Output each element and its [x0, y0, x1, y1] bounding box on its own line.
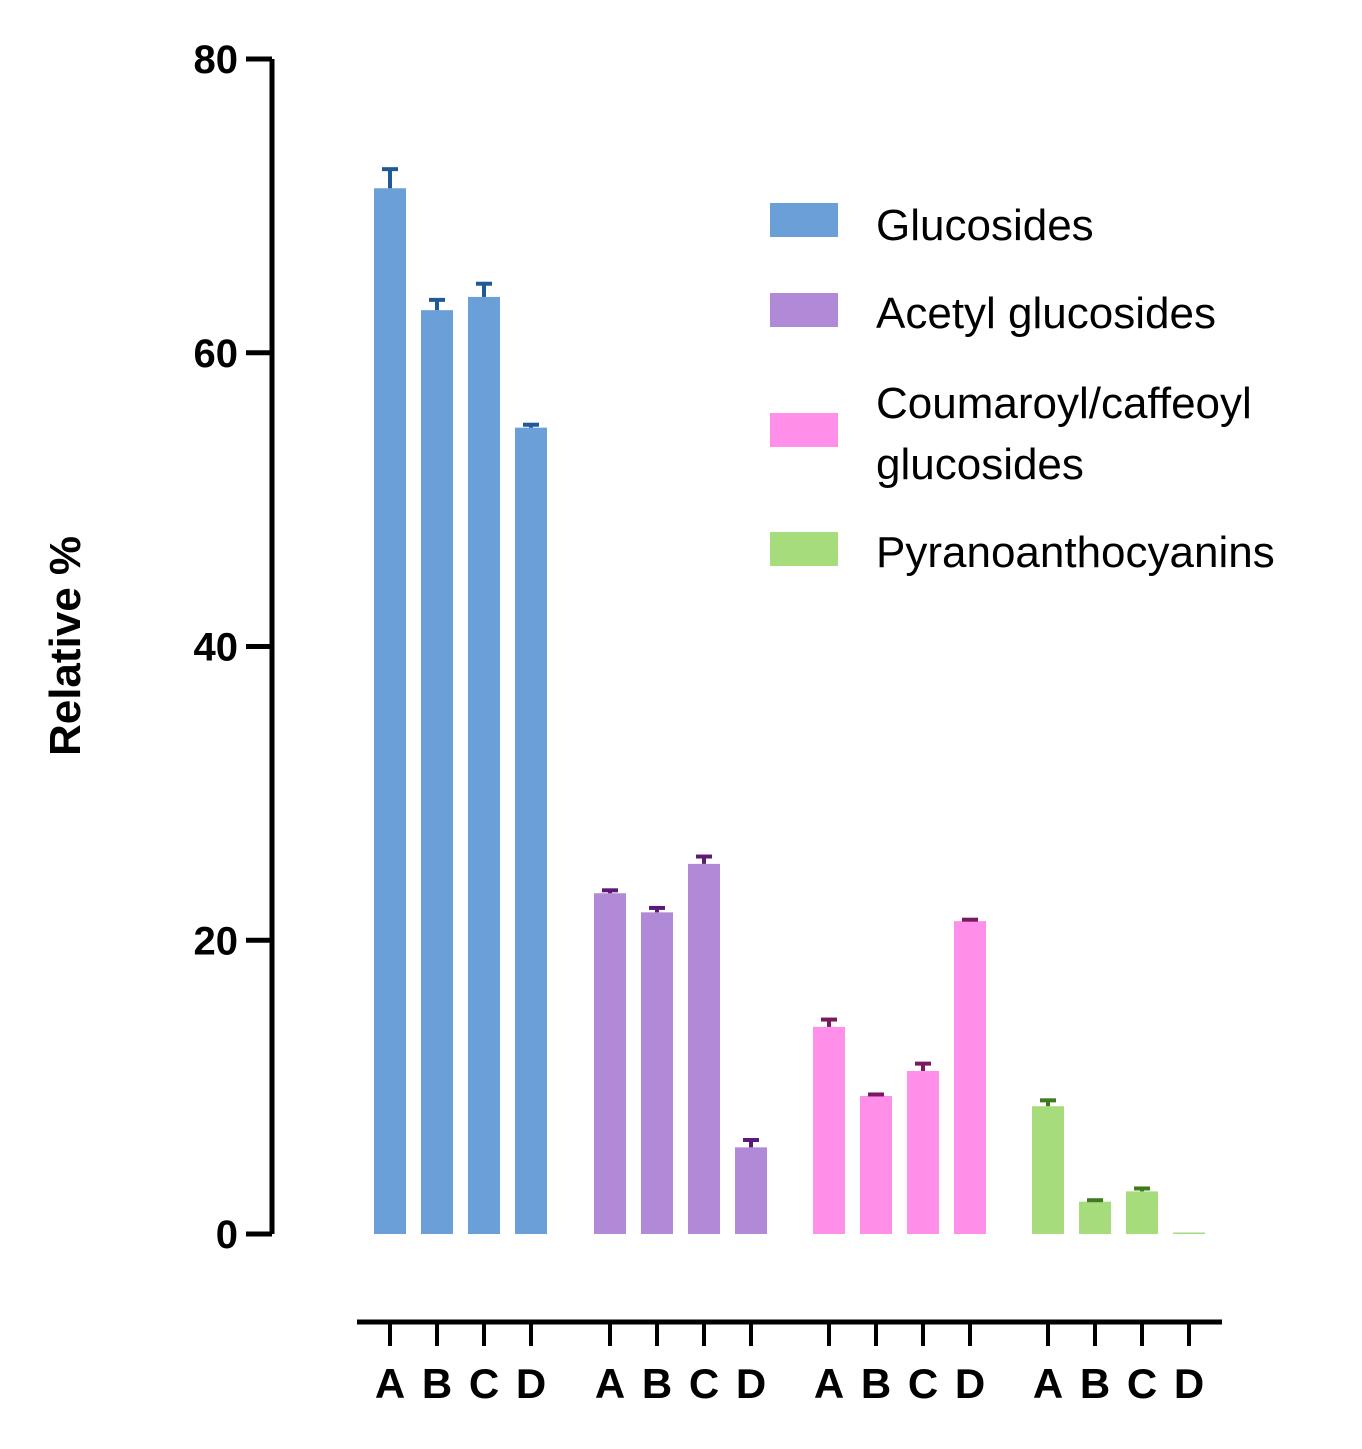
legend-label: Coumaroyl/caffeoyl glucosides [876, 379, 1252, 489]
legend-item: Pyranoanthocyanins [770, 528, 1275, 577]
y-tick-label: 80 [194, 38, 239, 82]
y-tick-label: 20 [194, 919, 239, 963]
bar-group-acetyl-glucosides [594, 854, 767, 1234]
bar [1032, 1106, 1064, 1234]
y-axis: 0 20 40 60 80 [194, 38, 275, 1257]
bar [860, 1095, 892, 1234]
legend-item: Coumaroyl/caffeoyl glucosides [770, 379, 1252, 489]
bar [468, 296, 500, 1234]
x-category-label: C [469, 1360, 499, 1407]
legend-swatch [770, 413, 838, 447]
x-category-label: D [955, 1360, 985, 1407]
x-category-label: B [861, 1360, 891, 1407]
legend-item: Glucosides [770, 201, 1094, 250]
bar [374, 188, 406, 1234]
legend-item: Acetyl glucosides [770, 289, 1216, 338]
x-category-label: B [642, 1360, 672, 1407]
bar [641, 912, 673, 1234]
bar-group-pyranoanthocyanins [1032, 1098, 1205, 1234]
legend-label-line: Coumaroyl/caffeoyl [876, 379, 1252, 428]
y-tick-label: 40 [194, 626, 239, 670]
x-category-label: D [736, 1360, 766, 1407]
bar [594, 893, 626, 1234]
legend-label: Acetyl glucosides [876, 289, 1216, 338]
bar [515, 427, 547, 1234]
bar [1126, 1191, 1158, 1234]
y-axis-title: Relative % [41, 536, 90, 756]
bar-groups [374, 167, 1205, 1234]
bar [907, 1070, 939, 1234]
legend-label: Glucosides [876, 201, 1094, 250]
legend-label: Pyranoanthocyanins [876, 528, 1275, 577]
bar [735, 1147, 767, 1234]
y-tick-label: 60 [194, 332, 239, 376]
x-category-label: C [689, 1360, 719, 1407]
bar-group-coumaroyl-caffeoyl-glucosides [813, 917, 986, 1234]
bar [688, 863, 720, 1234]
x-category-label: A [814, 1360, 844, 1407]
x-category-label: B [1080, 1360, 1110, 1407]
x-category-label: A [1033, 1360, 1063, 1407]
legend-label-line: glucosides [876, 440, 1084, 489]
legend-swatch [770, 293, 838, 327]
legend: Glucosides Acetyl glucosides Coumaroyl/caf… [770, 201, 1275, 577]
x-category-label: B [422, 1360, 452, 1407]
bar [421, 310, 453, 1234]
bar [954, 921, 986, 1234]
x-category-label: D [1174, 1360, 1204, 1407]
legend-swatch [770, 203, 838, 237]
x-category-label: D [516, 1360, 546, 1407]
bar [1079, 1201, 1111, 1234]
legend-swatch [770, 532, 838, 566]
bar-group-glucosides [374, 167, 547, 1234]
bar [813, 1026, 845, 1234]
x-category-label: A [595, 1360, 625, 1407]
y-tick-label: 0 [216, 1213, 238, 1257]
x-category-label: C [1127, 1360, 1157, 1407]
x-category-label: C [908, 1360, 938, 1407]
x-category-label: A [375, 1360, 405, 1407]
bar [1173, 1232, 1205, 1234]
